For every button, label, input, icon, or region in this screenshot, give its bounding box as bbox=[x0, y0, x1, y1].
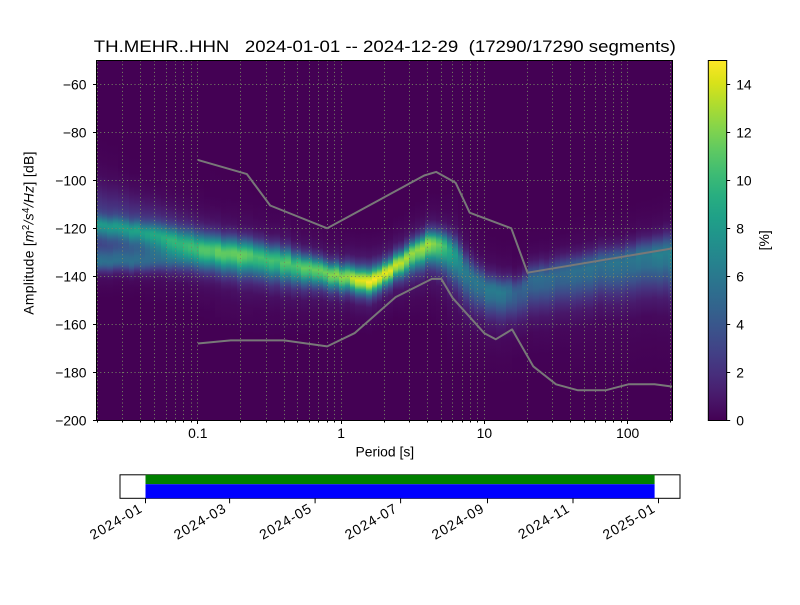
svg-text:TH.MEHR..HHN 2024-01-01 -- 2: TH.MEHR..HHN 2024-01-01 -- 2024-12-29 (1… bbox=[94, 37, 676, 56]
svg-text:2: 2 bbox=[736, 365, 744, 381]
svg-text:12: 12 bbox=[736, 125, 752, 141]
svg-text:14: 14 bbox=[736, 77, 752, 93]
svg-text:−160: −160 bbox=[55, 316, 87, 332]
svg-text:−80: −80 bbox=[63, 124, 87, 140]
svg-text:−200: −200 bbox=[55, 412, 87, 428]
svg-text:10: 10 bbox=[736, 173, 752, 189]
svg-text:4: 4 bbox=[736, 317, 744, 333]
svg-text:100: 100 bbox=[616, 425, 639, 441]
svg-text:6: 6 bbox=[736, 269, 744, 285]
svg-text:−100: −100 bbox=[55, 172, 87, 188]
svg-text:8: 8 bbox=[736, 221, 744, 237]
svg-text:Amplitude [m2/s4/Hz] [dB]: Amplitude [m2/s4/Hz] [dB] bbox=[21, 151, 37, 314]
svg-text:−180: −180 bbox=[55, 364, 87, 380]
svg-text:1: 1 bbox=[337, 425, 345, 441]
svg-text:10: 10 bbox=[477, 425, 493, 441]
svg-text:−120: −120 bbox=[55, 220, 87, 236]
svg-text:Period [s]: Period [s] bbox=[355, 444, 414, 460]
svg-text:[%]: [%] bbox=[756, 230, 772, 250]
svg-text:0: 0 bbox=[736, 413, 744, 429]
svg-text:−60: −60 bbox=[63, 76, 87, 92]
svg-text:0.1: 0.1 bbox=[188, 425, 208, 441]
svg-text:−140: −140 bbox=[55, 268, 87, 284]
